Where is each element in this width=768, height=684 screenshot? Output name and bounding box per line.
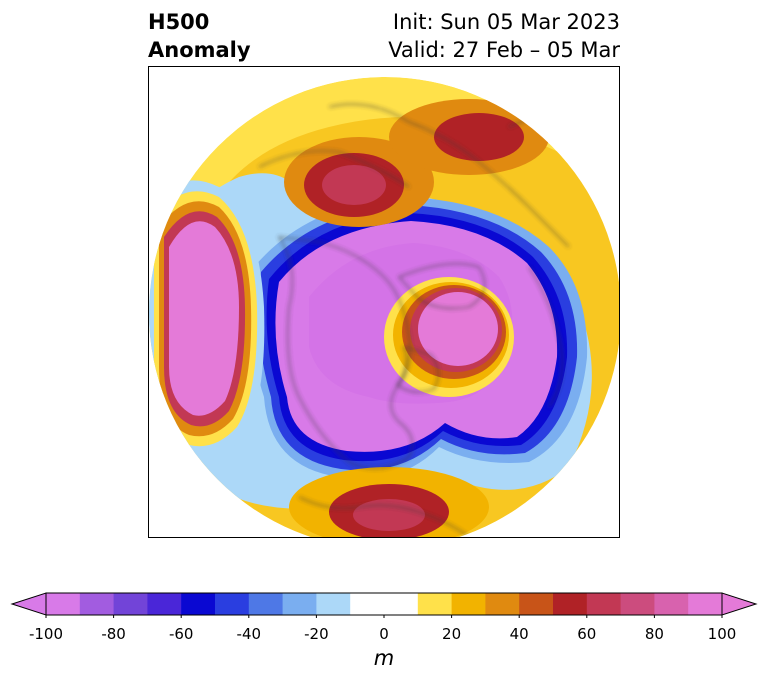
title-variable: H500 [148,10,210,34]
init-date: Init: Sun 05 Mar 2023 [392,10,620,34]
colorbar-tick-label: 20 [442,625,462,643]
colorbar-tick-label: -40 [236,625,262,643]
colorbar-tick-label: 40 [509,625,529,643]
colorbar-tick-label: 60 [577,625,597,643]
valid-range: Valid: 27 Feb – 05 Mar [388,38,620,62]
colorbar-tick-label: 80 [644,625,664,643]
colorbar-tick-label: 0 [379,625,389,643]
colorbar-segment [147,593,182,615]
greenland-positive-anomaly [384,277,514,397]
colorbar-tick-label: -20 [304,625,329,643]
colorbar-extend-max [721,592,758,616]
colorbar-segment [688,593,723,615]
colorbar-segment [620,593,655,615]
anomaly-map-svg [149,77,619,537]
pacific-negative-anomaly [149,180,265,458]
southeast-us-positive-anomaly [289,467,489,537]
colorbar-segment [519,593,554,615]
colorbar-segment [282,593,317,615]
colorbar-extend-min [10,592,47,616]
colorbar-segment [350,593,385,615]
colorbar-segment [46,593,81,615]
colorbar [10,592,758,618]
colorbar-segment [485,593,520,615]
colorbar-tick-label: -80 [101,625,126,643]
colorbar-segment [553,593,588,615]
colorbar-segment [451,593,486,615]
colorbar-segment [654,593,689,615]
chart-dates: Init: Sun 05 Mar 2023 Valid: 27 Feb – 05… [388,8,620,64]
colorbar-tick-label: -100 [28,625,64,643]
colorbar-segment [181,593,216,615]
colorbar-units: m [373,646,395,670]
colorbar-segment [316,593,351,615]
colorbar-segment [113,593,148,615]
colorbar-segment [384,593,419,615]
colorbar-segment [215,593,250,615]
colorbar-tick-label: 100 [707,625,737,643]
title-type: Anomaly [148,38,251,62]
colorbar-segment [586,593,622,615]
colorbar-segment [79,593,115,615]
chart-title: H500 Anomaly [148,8,251,64]
colorbar-tick-label: -60 [168,625,194,643]
colorbar-segment [417,593,453,615]
colorbar-segment [248,593,284,615]
anomaly-map [148,66,620,538]
